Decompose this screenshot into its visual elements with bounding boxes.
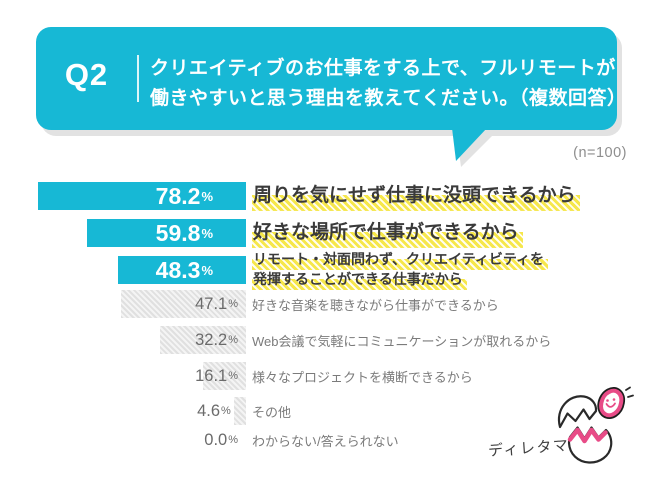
percent-sign: % — [221, 405, 231, 417]
bar-label: Web会議で気軽にコミュニケーションが取れるから — [252, 331, 551, 350]
highlighted-text: 好きな場所で仕事ができるから — [252, 218, 523, 248]
badge-divider — [137, 55, 139, 102]
bar-value: 59.8% — [156, 219, 213, 247]
bar-label: リモート・対面問わず、クリエイティビティを 発揮することができる仕事だから — [252, 250, 549, 290]
bar — [38, 182, 246, 210]
bar-label-line: 周りを気にせず仕事に没頭できるから — [252, 181, 580, 211]
bar-value-number: 48.3 — [155, 256, 201, 283]
bar-label: その他 — [252, 402, 291, 421]
bar-value: 32.2% — [195, 326, 238, 354]
question-number-badge: Q2 — [64, 57, 109, 92]
percent-sign: % — [201, 225, 213, 241]
bar-row: 59.8% 好きな場所で仕事ができるから — [38, 218, 523, 248]
bar-row: 48.3% リモート・対面問わず、クリエイティビティを 発揮することができる仕事だか… — [38, 250, 549, 290]
bar-label-line: 様々なプロジェクトを横断できるから — [252, 369, 473, 385]
percent-sign: % — [201, 262, 213, 278]
bar-value-number: 47.1 — [195, 294, 228, 313]
highlighted-text: 発揮することができる仕事だから — [252, 270, 467, 290]
question-text: クリエイティブのお仕事をする上で、フルリモートが 働きやすいと思う理由を教えてく… — [150, 54, 626, 114]
bar-value: 47.1% — [195, 290, 238, 318]
highlighted-text: リモート・対面問わず、クリエイティビティを — [252, 250, 549, 270]
bar-value: 16.1% — [195, 362, 238, 390]
highlighted-text: 周りを気にせず仕事に没頭できるから — [252, 181, 580, 211]
bar-track: 4.6% — [38, 397, 246, 425]
bar-label-line: Web会議で気軽にコミュニケーションが取れるから — [252, 333, 552, 349]
bar-row: 78.2% 周りを気にせず仕事に没頭できるから — [38, 181, 580, 211]
bar-label-line: わからない/答えられない — [252, 433, 399, 449]
bar-value-number: 16.1 — [195, 366, 228, 385]
bar-row: 47.1% 好きな音楽を聴きながら仕事ができるから — [38, 290, 499, 318]
bar-value-number: 32.2 — [195, 330, 228, 349]
bar-track: 78.2% — [38, 182, 246, 210]
bar-track: 16.1% — [38, 362, 246, 390]
bar-track: 32.2% — [38, 326, 246, 354]
bar-label-line: 好きな場所で仕事ができるから — [252, 218, 523, 248]
bar-label-line: 発揮することができる仕事だから — [252, 270, 548, 290]
bar — [120, 290, 246, 318]
bar-label: わからない/答えられない — [252, 431, 399, 450]
bar-row: 0.0% わからない/答えられない — [38, 426, 399, 454]
sample-size-label: (n=100) — [573, 145, 627, 161]
percent-sign: % — [228, 434, 238, 446]
bar — [117, 256, 246, 284]
bar — [86, 219, 246, 247]
bar-value-number: 4.6 — [197, 401, 221, 420]
bar-label-line: その他 — [252, 404, 292, 420]
bar-label-line: リモート・対面問わず、クリエイティビティを — [252, 250, 549, 270]
bar-track: 48.3% — [38, 256, 246, 284]
bar-row: 4.6% その他 — [38, 397, 291, 425]
bar-value: 78.2% — [156, 182, 213, 210]
percent-sign: % — [228, 298, 238, 310]
bar-value: 48.3% — [156, 256, 213, 284]
question-bubble: Q2 クリエイティブのお仕事をする上で、フルリモートが 働きやすいと思う理由を教… — [36, 27, 626, 130]
bar-value: 4.6% — [197, 397, 231, 425]
bar-value: 0.0% — [204, 426, 238, 454]
bar-label: 好きな場所で仕事ができるから — [252, 218, 523, 248]
bar-value-number: 59.8 — [155, 219, 201, 246]
question-line-1: クリエイティブのお仕事をする上で、フルリモートが — [150, 58, 616, 79]
percent-sign: % — [228, 334, 238, 346]
bar-value-number: 78.2 — [155, 182, 201, 209]
bar — [160, 326, 246, 354]
percent-sign: % — [201, 188, 213, 204]
cracked-egg-icon — [557, 386, 634, 464]
bar-track: 47.1% — [38, 290, 246, 318]
bar-label: 様々なプロジェクトを横断できるから — [252, 367, 473, 386]
bar — [203, 362, 246, 390]
bar-row: 32.2% Web会議で気軽にコミュニケーションが取れるから — [38, 326, 551, 354]
bar-track: 59.8% — [38, 219, 246, 247]
bar-label-line: 好きな音楽を聴きながら仕事ができるから — [252, 297, 499, 313]
bar-row: 16.1% 様々なプロジェクトを横断できるから — [38, 362, 473, 390]
question-line-2: 働きやすいと思う理由を教えてください。（複数回答） — [150, 88, 627, 109]
bar-label: 周りを気にせず仕事に没頭できるから — [252, 181, 580, 211]
bar-track: 0.0% — [38, 426, 246, 454]
bar — [233, 397, 246, 425]
bar-label: 好きな音楽を聴きながら仕事ができるから — [252, 295, 499, 314]
percent-sign: % — [228, 370, 238, 382]
bar-value-number: 0.0 — [204, 430, 228, 449]
bubble-tail — [452, 128, 492, 167]
